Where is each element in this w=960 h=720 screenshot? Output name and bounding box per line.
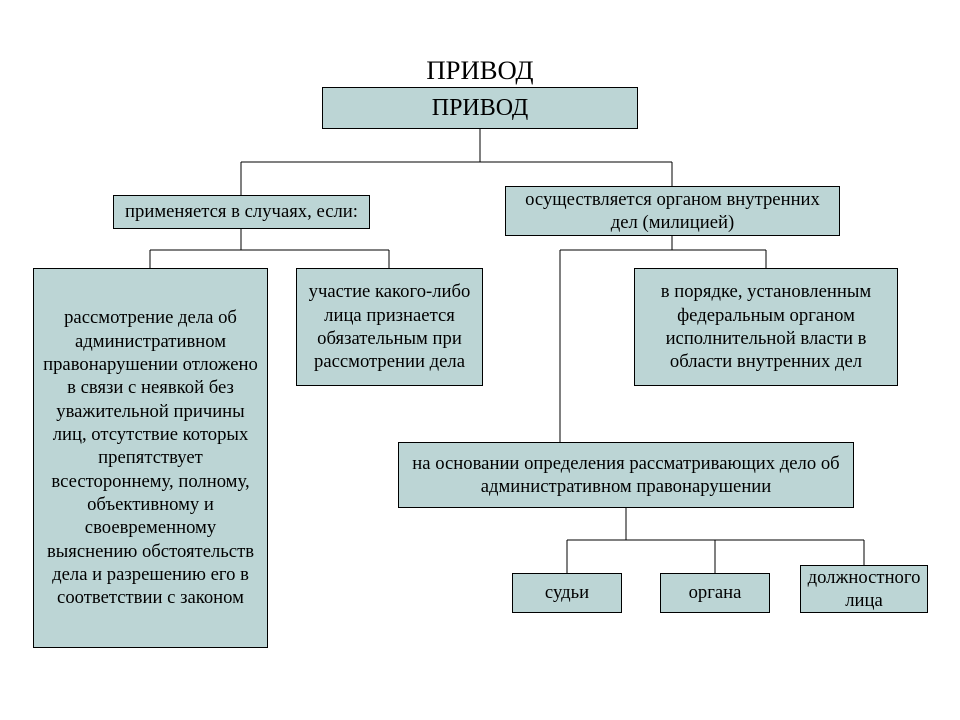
node-branch-left: применяется в случаях, если: — [113, 195, 370, 229]
node-right-1: в порядке, установленным федеральным орг… — [634, 268, 898, 386]
node-leaf-organ: органа — [660, 573, 770, 613]
node-leaf-official: должностного лица — [800, 565, 928, 613]
node-leaf-judge: судьи — [512, 573, 622, 613]
diagram-title: ПРИВОД — [400, 55, 560, 83]
node-root: ПРИВОД — [322, 87, 638, 129]
node-leaf-1: рассмотрение дела об административном пр… — [33, 268, 268, 648]
node-leaf-2: участие какого-либо лица признается обяз… — [296, 268, 483, 386]
node-branch-right: осуществляется органом внутренних дел (м… — [505, 186, 840, 236]
diagram-stage: { "diagram": { "type": "tree", "canvas":… — [0, 0, 960, 720]
node-mid: на основании определения рассматривающих… — [398, 442, 854, 508]
